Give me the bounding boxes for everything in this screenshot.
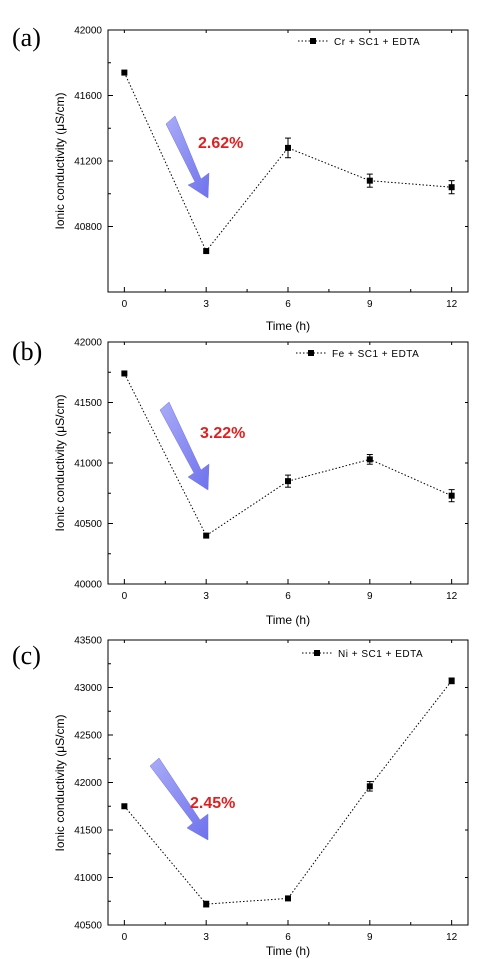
y-axis-title: Ionic conductivity (μS/cm) <box>53 93 67 230</box>
x-tick-label: 0 <box>122 591 128 602</box>
series-line <box>123 680 453 905</box>
plot-layer: 40800 41200 41600 42000 0 3 6 9 12 <box>74 26 468 310</box>
y-tick-label: 42000 <box>74 26 102 37</box>
x-tick-label: 6 <box>285 299 291 310</box>
data-point <box>448 492 455 499</box>
legend-label: Fe + SC1 + EDTA <box>332 349 419 360</box>
legend-marker <box>308 350 314 356</box>
panel-label: (a) <box>12 23 41 52</box>
x-axis-title: Time (h) <box>266 944 310 958</box>
legend-label: Ni + SC1 + EDTA <box>338 649 423 660</box>
plot-layer: 40500 41000 41500 42000 42500 43000 43500 0 3 6 9 1… <box>74 636 468 943</box>
x-tick-label: 6 <box>285 932 291 943</box>
plot-frame <box>107 341 469 585</box>
data-point <box>448 184 455 191</box>
y-tick-label: 41500 <box>74 826 102 837</box>
panel-c: (c) Ionic conductivity (μS/cm) Time (h) … <box>12 636 469 958</box>
x-tick-label: 12 <box>446 932 458 943</box>
legend: Cr + SC1 + EDTA <box>298 37 420 48</box>
y-tick-label: 42000 <box>74 338 102 349</box>
legend-marker <box>314 650 320 656</box>
y-tick-label: 41200 <box>74 157 102 168</box>
plot-frame <box>107 639 469 926</box>
y-tick-label: 43500 <box>74 636 102 647</box>
x-tick-label: 9 <box>367 591 373 602</box>
x-axis-title: Time (h) <box>266 319 310 333</box>
x-tick-label: 0 <box>122 932 128 943</box>
y-tick-label: 41600 <box>74 91 102 102</box>
series-line <box>123 373 452 537</box>
x-tick-label: 12 <box>446 299 458 310</box>
data-point <box>366 177 373 184</box>
x-tick-label: 0 <box>122 299 128 310</box>
data-point <box>366 783 373 790</box>
y-tick-label: 41500 <box>74 398 102 409</box>
data-point <box>121 803 128 810</box>
data-point <box>203 901 210 908</box>
data-point <box>285 895 291 902</box>
series-line <box>123 72 452 253</box>
x-tick-label: 12 <box>446 591 458 602</box>
panel-b: (b) Ionic conductivity (μS/cm) Time (h) … <box>12 337 469 627</box>
data-point <box>366 456 373 463</box>
drop-percentage: 2.62% <box>198 135 243 152</box>
y-tick-label: 43000 <box>74 683 102 694</box>
legend-label: Cr + SC1 + EDTA <box>334 37 420 48</box>
x-tick-label: 3 <box>203 591 209 602</box>
drop-percentage: 3.22% <box>200 425 245 442</box>
x-tick-label: 6 <box>285 591 291 602</box>
trend-arrow <box>159 401 210 491</box>
panel-label: (c) <box>12 641 41 670</box>
data-point <box>203 532 210 539</box>
x-axis-title: Time (h) <box>266 613 310 627</box>
x-tick-label: 3 <box>203 932 209 943</box>
y-tick-label: 41000 <box>74 459 102 470</box>
data-point <box>203 248 210 255</box>
panel-label: (b) <box>12 337 42 366</box>
y-tick-label: 40500 <box>74 921 102 932</box>
y-tick-label: 42500 <box>74 731 102 742</box>
data-point <box>285 478 291 485</box>
trend-arrow <box>149 757 209 841</box>
y-axis-title: Ionic conductivity (μS/cm) <box>53 395 67 532</box>
y-tick-label: 41000 <box>74 873 102 884</box>
y-axis-title: Ionic conductivity (μS/cm) <box>53 715 67 852</box>
plot-frame <box>107 29 469 293</box>
panel-a: (a) Ionic conductivity (μS/cm) Time (h) … <box>12 23 469 333</box>
plot-layer: 40000 40500 41000 41500 42000 0 3 6 9 12 <box>74 338 468 602</box>
y-tick-label: 40500 <box>74 519 102 530</box>
x-tick-label: 9 <box>367 299 373 310</box>
data-point <box>285 144 291 151</box>
y-tick-label: 40000 <box>74 580 102 591</box>
legend-marker <box>310 38 316 44</box>
data-point <box>121 370 128 377</box>
y-tick-label: 40800 <box>74 222 102 233</box>
drop-percentage: 2.45% <box>190 795 235 812</box>
trend-arrow <box>165 115 210 199</box>
x-tick-label: 9 <box>367 932 373 943</box>
data-point <box>448 677 455 684</box>
legend: Ni + SC1 + EDTA <box>302 649 423 660</box>
legend: Fe + SC1 + EDTA <box>296 349 419 360</box>
data-point <box>121 69 128 76</box>
x-tick-label: 3 <box>203 299 209 310</box>
y-tick-label: 42000 <box>74 778 102 789</box>
